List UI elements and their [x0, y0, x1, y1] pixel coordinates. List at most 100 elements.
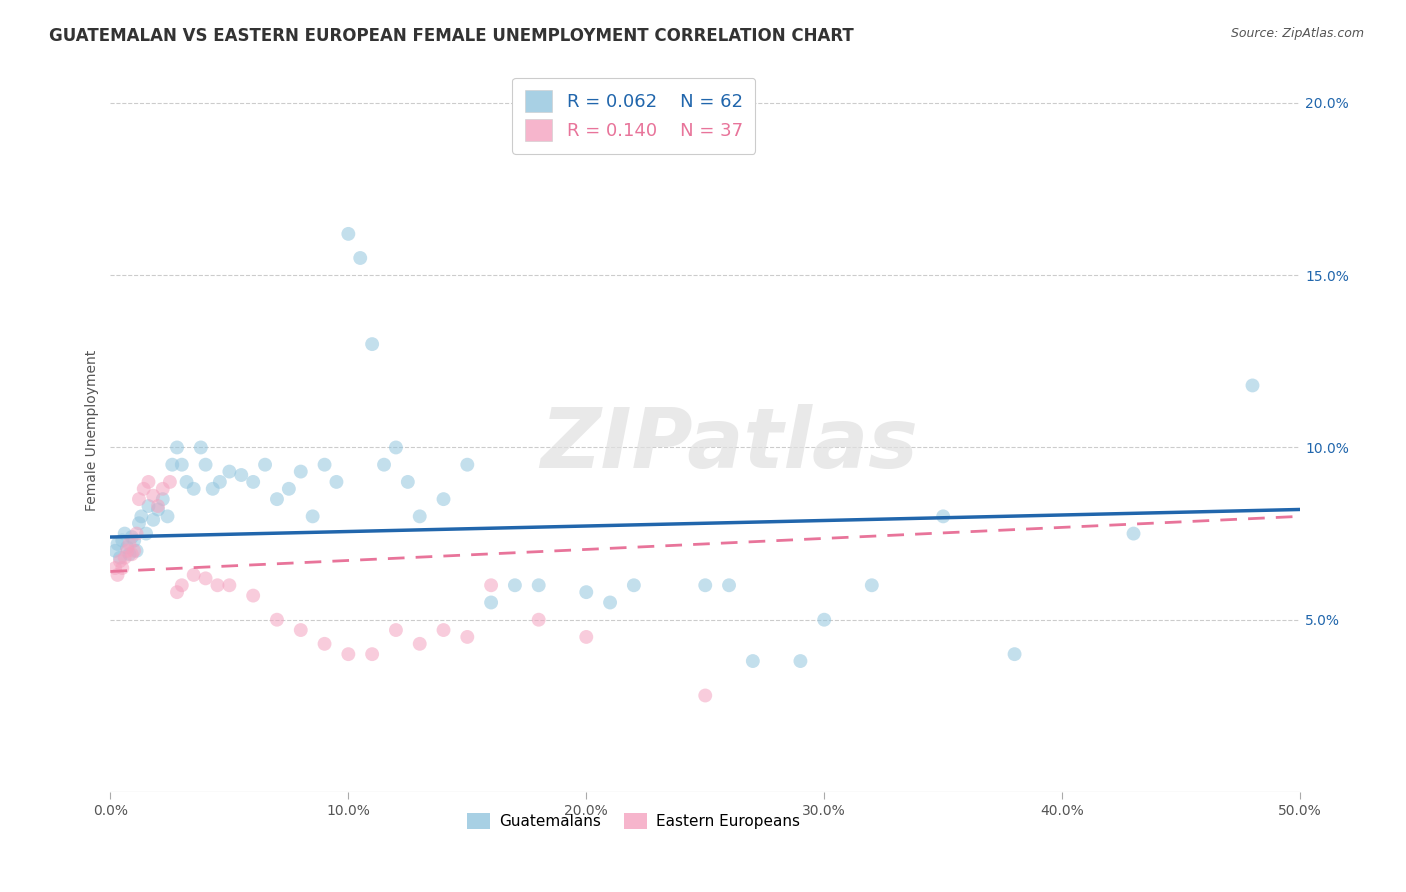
Point: [718, 578, 741, 592]
Text: GUATEMALAN VS EASTERN EUROPEAN FEMALE UNEMPLOYMENT CORRELATION CHART: GUATEMALAN VS EASTERN EUROPEAN FEMALE UN…: [49, 27, 853, 45]
Point: [409, 637, 432, 651]
Point: [456, 458, 478, 472]
Point: [301, 509, 323, 524]
Point: [860, 578, 883, 592]
Point: [527, 613, 550, 627]
Point: [107, 568, 129, 582]
Point: [575, 585, 598, 599]
Point: [231, 468, 253, 483]
Point: [479, 578, 502, 592]
Point: [266, 613, 288, 627]
Point: [194, 571, 217, 585]
Point: [104, 544, 127, 558]
Point: [183, 482, 205, 496]
Point: [623, 578, 645, 592]
Point: [108, 550, 131, 565]
Point: [194, 458, 217, 472]
Point: [242, 475, 264, 489]
Point: [201, 482, 224, 496]
Point: [337, 647, 360, 661]
Point: [122, 544, 145, 558]
Point: [128, 516, 150, 531]
Point: [108, 554, 131, 568]
Point: [121, 530, 143, 544]
Point: [122, 533, 145, 548]
Point: [190, 441, 212, 455]
Point: [142, 513, 165, 527]
Point: [242, 589, 264, 603]
Point: [385, 441, 408, 455]
Point: [527, 578, 550, 592]
Point: [479, 595, 502, 609]
Y-axis label: Female Unemployment: Female Unemployment: [86, 350, 100, 511]
Point: [337, 227, 360, 241]
Point: [208, 475, 231, 489]
Text: ZIPatlas: ZIPatlas: [540, 404, 918, 485]
Point: [456, 630, 478, 644]
Point: [125, 526, 148, 541]
Point: [156, 509, 179, 524]
Point: [115, 544, 138, 558]
Point: [314, 458, 336, 472]
Point: [325, 475, 347, 489]
Point: [349, 251, 371, 265]
Point: [218, 578, 240, 592]
Point: [361, 647, 384, 661]
Point: [277, 482, 299, 496]
Point: [599, 595, 621, 609]
Point: [115, 541, 138, 555]
Point: [146, 499, 169, 513]
Point: [932, 509, 955, 524]
Point: [503, 578, 526, 592]
Point: [741, 654, 763, 668]
Point: [254, 458, 277, 472]
Point: [176, 475, 198, 489]
Point: [409, 509, 432, 524]
Point: [695, 689, 717, 703]
Point: [118, 537, 141, 551]
Legend: Guatemalans, Eastern Europeans: Guatemalans, Eastern Europeans: [461, 806, 807, 835]
Point: [107, 537, 129, 551]
Point: [111, 533, 134, 548]
Point: [138, 499, 160, 513]
Point: [266, 492, 288, 507]
Point: [218, 465, 240, 479]
Point: [575, 630, 598, 644]
Point: [207, 578, 229, 592]
Point: [432, 623, 454, 637]
Point: [114, 526, 136, 541]
Point: [135, 526, 157, 541]
Point: [125, 544, 148, 558]
Point: [159, 475, 181, 489]
Point: [121, 547, 143, 561]
Point: [146, 502, 169, 516]
Point: [138, 475, 160, 489]
Point: [152, 492, 174, 507]
Point: [166, 441, 188, 455]
Point: [1004, 647, 1026, 661]
Point: [695, 578, 717, 592]
Point: [373, 458, 395, 472]
Point: [1241, 378, 1264, 392]
Point: [396, 475, 419, 489]
Point: [131, 509, 153, 524]
Point: [314, 637, 336, 651]
Point: [290, 465, 312, 479]
Point: [432, 492, 454, 507]
Point: [128, 492, 150, 507]
Point: [1122, 526, 1144, 541]
Point: [170, 578, 193, 592]
Point: [813, 613, 835, 627]
Point: [104, 561, 127, 575]
Point: [789, 654, 811, 668]
Point: [118, 547, 141, 561]
Point: [111, 561, 134, 575]
Point: [166, 585, 188, 599]
Point: [132, 482, 155, 496]
Text: Source: ZipAtlas.com: Source: ZipAtlas.com: [1230, 27, 1364, 40]
Point: [170, 458, 193, 472]
Point: [142, 489, 165, 503]
Point: [290, 623, 312, 637]
Point: [162, 458, 184, 472]
Point: [152, 482, 174, 496]
